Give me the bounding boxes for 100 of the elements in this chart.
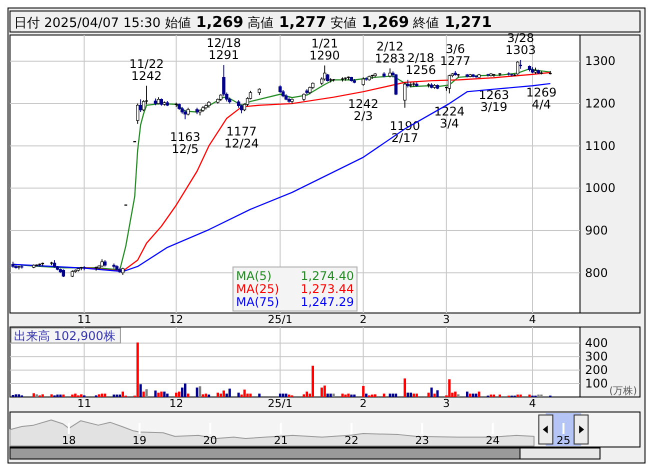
x-tick-label: 11 [77,397,92,410]
bar [323,386,326,397]
bar [406,392,410,397]
annotation: 1163 12/5 [170,130,200,156]
x-tick-label: 24 [486,434,500,447]
bar [347,394,350,397]
bar [178,392,180,397]
bar [157,392,160,397]
x-tick-label: 19 [132,434,147,447]
annotation: 1263 3/19 [478,88,510,114]
bar [430,388,433,397]
annotation: 1242 2/3 [348,96,379,123]
x-tick-label: 2 [360,313,367,326]
bar [468,394,472,397]
bar [474,394,478,397]
y-tick-label: 800 [585,266,608,280]
bar [186,394,190,397]
bar [139,384,142,397]
annotation: 1,274.40 [300,269,354,283]
y-tick-label: 1200 [585,96,616,111]
bar [278,394,282,397]
bar [41,394,44,397]
bar [312,366,314,397]
bar [382,394,386,397]
x-tick-label: 25 [556,434,570,447]
y-tick-label: 1300 [585,54,616,68]
x-tick-label: 21 [274,434,288,447]
bar [466,392,468,397]
bar [258,394,261,397]
bar [18,394,20,397]
x-tick-label: 20 [203,434,218,447]
bar [306,392,308,397]
bar [457,394,460,397]
x-tick-label: 4 [529,397,536,410]
bar [326,394,329,397]
bar [228,388,231,397]
y-tick-label: 400 [585,336,608,350]
x-tick-label: 3 [442,397,450,410]
bar [160,392,163,397]
x-tick-label: 12 [169,313,184,326]
bar [175,392,178,397]
bar [142,392,145,397]
bar [180,388,184,397]
x-tick-label: 25/1 [268,397,293,410]
y-axis-title: (万株) [609,385,638,397]
bar [320,388,323,397]
annotation: 1224 3/4 [434,104,465,130]
annotation: 1/21 1290 [309,36,340,62]
bar [222,390,225,397]
y-tick-label: 1100 [585,138,616,153]
x-tick-label: 3 [442,313,450,326]
bar [412,394,415,397]
annotation: 11/22 1242 [129,56,164,83]
y-tick-label: 200 [585,363,608,378]
x-tick-label: 22 [344,434,358,447]
bar [374,394,376,397]
bar [472,394,474,397]
x-tick-label: 25/1 [268,313,293,326]
bar [448,379,451,397]
bar [220,394,222,397]
annotation: 1,273.44 [300,282,354,296]
annotation: 2/18 1256 [406,50,436,77]
bar [122,392,124,397]
x-tick-label: 4 [529,313,536,326]
bar [145,389,148,397]
bar [50,394,53,397]
y-tick-label: 100 [585,376,608,391]
bar [362,386,364,397]
bar [365,394,368,397]
bar [410,392,412,397]
bar [32,393,35,397]
bar [284,394,288,397]
bar [136,342,139,397]
annotation: 1177 12/24 [224,124,259,150]
annotation: 12/18 1291 [206,36,242,62]
annotation: 2/12 1283 [374,39,406,66]
annotation: 1,247.29 [300,295,354,309]
bar [184,384,186,397]
x-tick-label: 23 [415,434,430,447]
x-tick-label: 11 [77,313,92,326]
bar [98,394,100,397]
bar [14,394,18,397]
bar [74,394,77,397]
bar [478,392,480,397]
bar [216,392,220,397]
bar [394,394,398,397]
bar [163,392,166,397]
bar [80,394,82,397]
bar [329,394,332,397]
bar [237,392,240,397]
x-tick-label: 18 [62,434,76,447]
bar [166,394,169,397]
x-tick-label: 2 [360,397,367,410]
legend: MA(5) 1,274.40 MA(25) 1,273.44 MA(75) 1,247.29 [232,266,358,312]
x-tick-label: 12 [169,397,184,410]
bar [332,394,335,397]
annotation: 3/6 1277 [440,42,471,68]
y-tick-label: 900 [585,223,608,238]
y-tick-label: 1000 [585,181,616,196]
bar [404,378,406,397]
